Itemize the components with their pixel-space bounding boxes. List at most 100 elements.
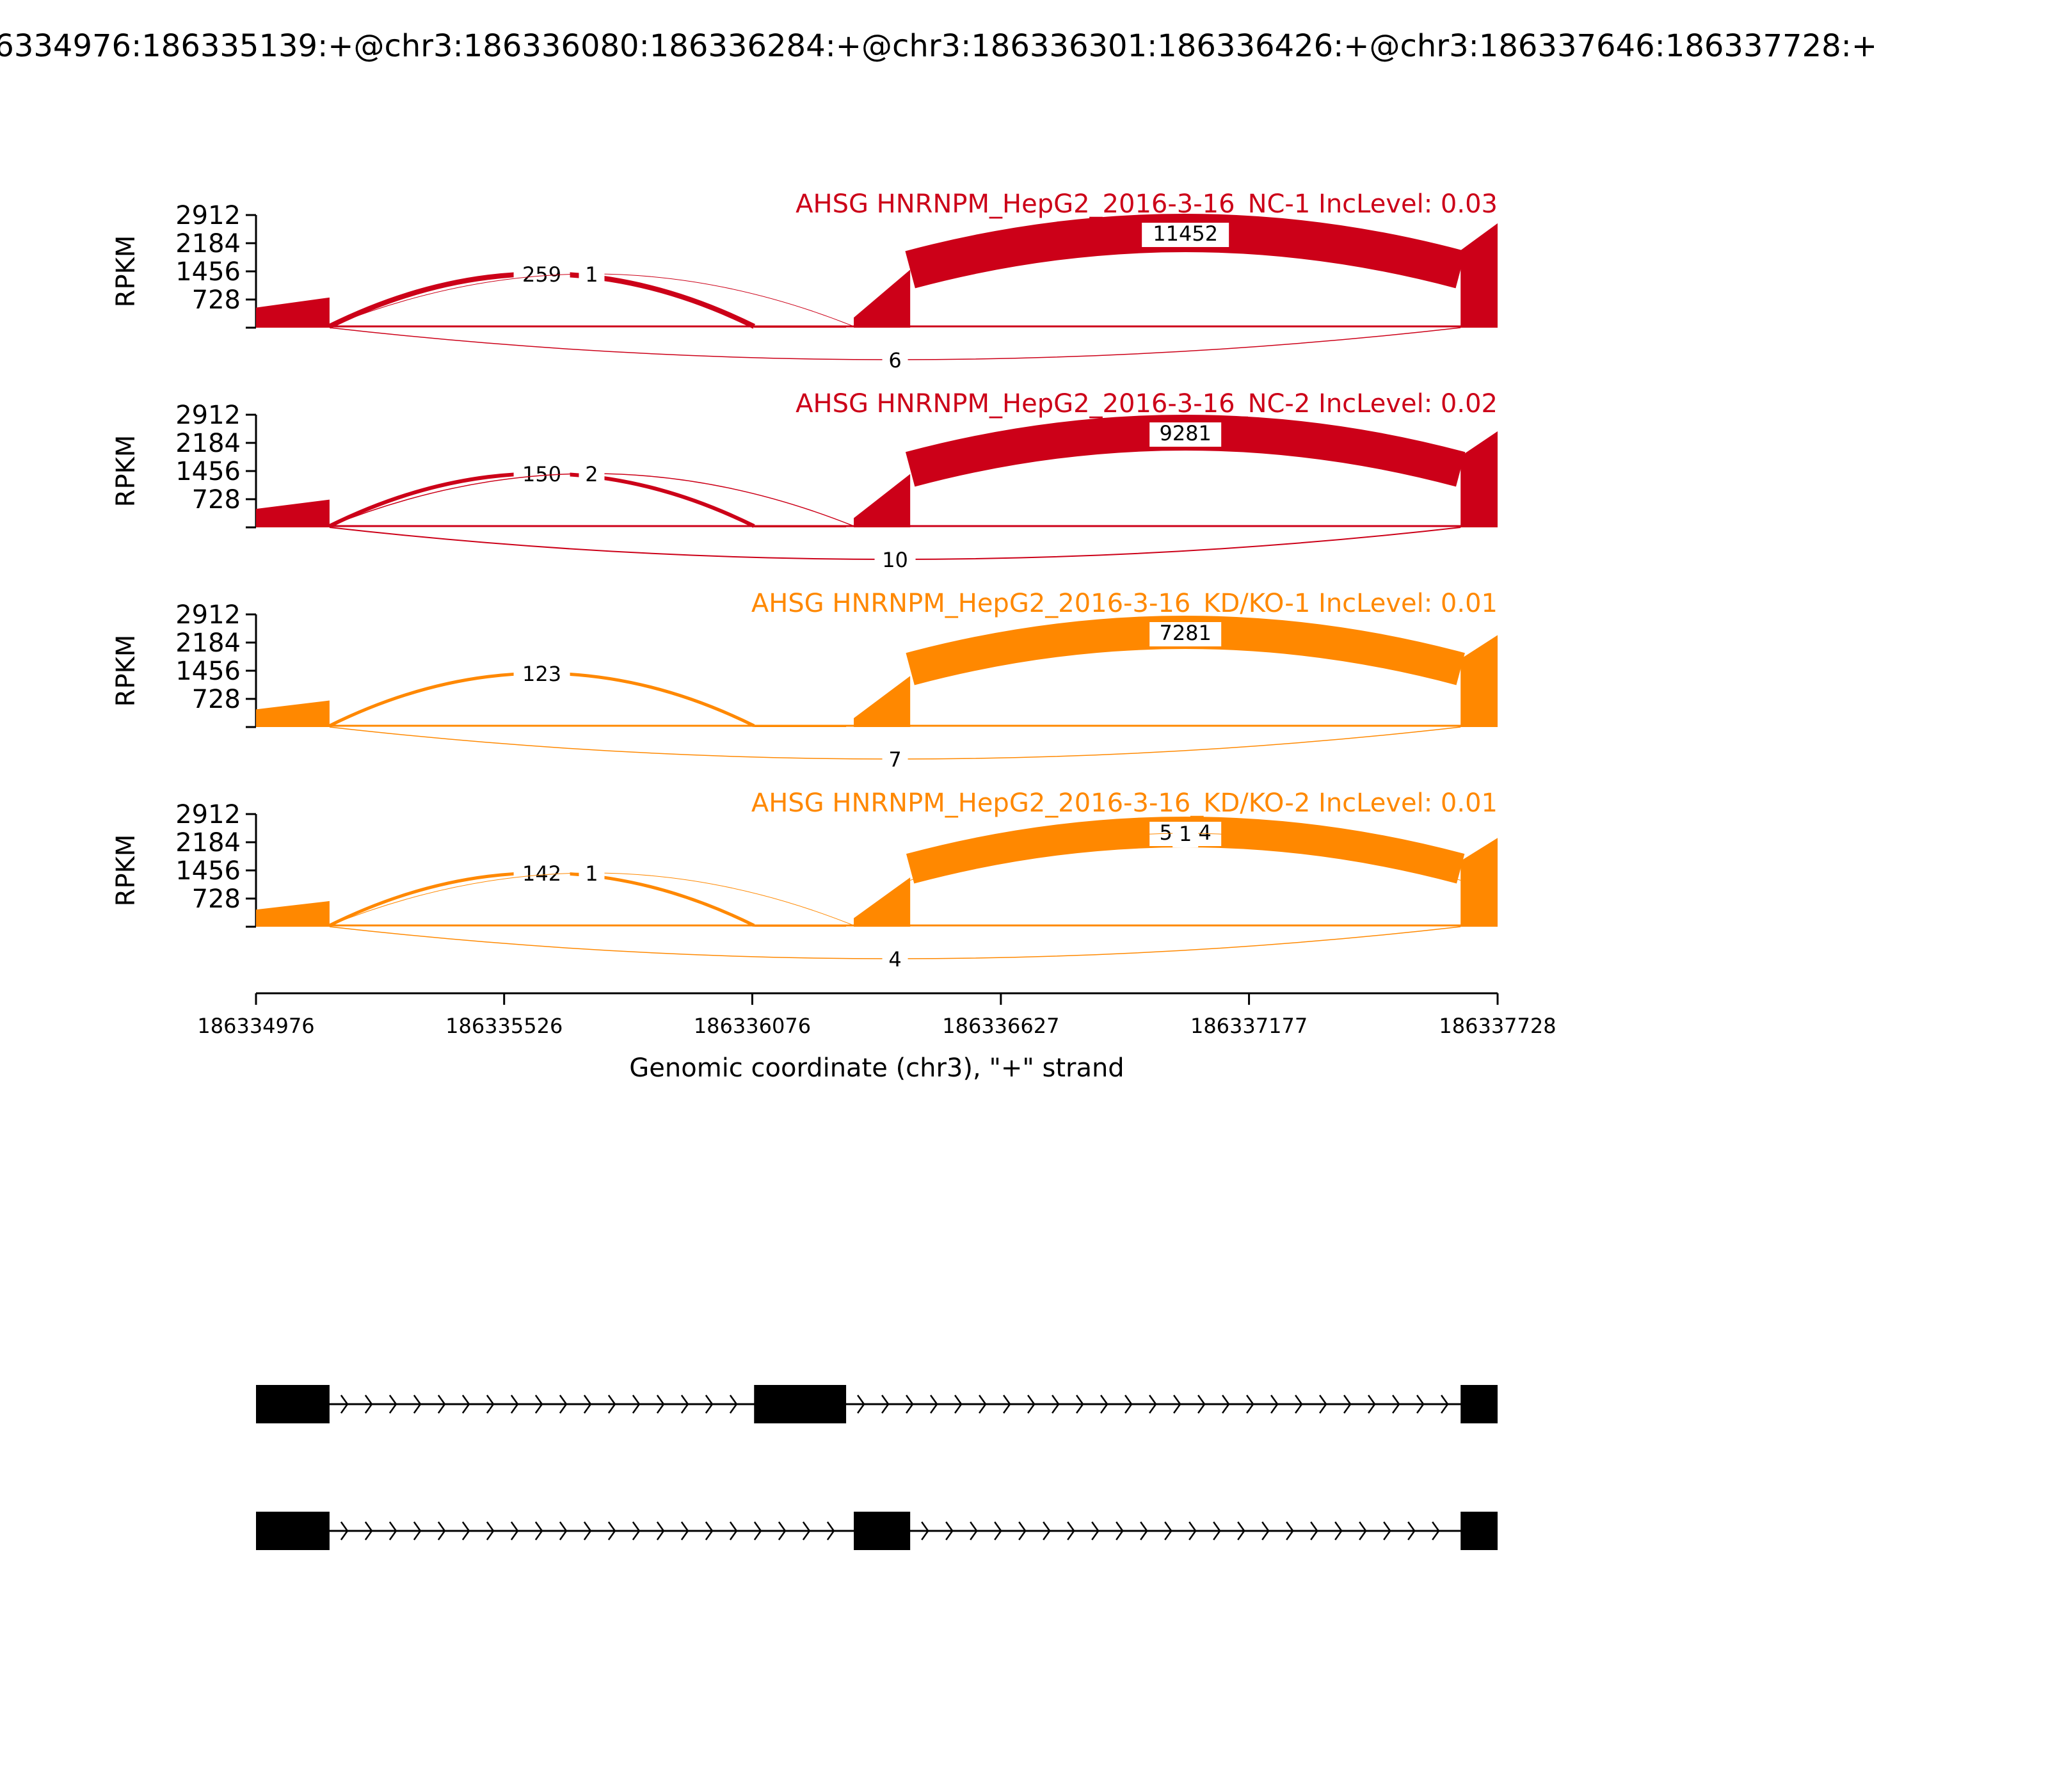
track-title: AHSG HNRNPM_HepG2_2016-3-16_KD/KO-1 IncL… (751, 589, 1498, 618)
junction-count-label: 123 (522, 662, 561, 686)
strand-arrow (857, 1395, 865, 1414)
strand-arrow (559, 1395, 568, 1414)
strand-arrow (979, 1395, 987, 1414)
strand-arrow (1213, 1521, 1221, 1540)
strand-arrow (930, 1395, 938, 1414)
strand-arrow (486, 1395, 495, 1414)
strand-arrow (534, 1395, 543, 1414)
strand-arrow (1197, 1395, 1206, 1414)
strand-arrow (1416, 1395, 1425, 1414)
strand-arrow (461, 1521, 470, 1540)
strand-arrow (1140, 1521, 1148, 1540)
strand-arrow (1407, 1521, 1416, 1540)
exon-block (754, 1385, 847, 1423)
strand-arrow (1441, 1395, 1449, 1414)
coverage-area (854, 676, 911, 727)
y-tick-label: 1456 (175, 257, 241, 287)
exon-block (256, 1512, 330, 1550)
coverage-area (256, 499, 330, 527)
strand-arrow (607, 1395, 616, 1414)
strand-arrow (921, 1521, 929, 1540)
x-tick-label: 186334976 (197, 1014, 314, 1038)
x-tick-label: 186336076 (694, 1014, 811, 1038)
junction-count-label: 7281 (1159, 621, 1211, 645)
strand-arrow (388, 1521, 397, 1540)
strand-arrow (970, 1521, 978, 1540)
y-tick-label: 2912 (175, 800, 241, 829)
junction-count-label: 1 (585, 262, 598, 287)
coverage-area (1460, 223, 1498, 328)
coverage-area (854, 877, 911, 927)
y-tick-label: 728 (192, 485, 241, 515)
strand-arrow (1173, 1395, 1181, 1414)
junction-label-box (1149, 422, 1222, 447)
y-tick-label: 1456 (175, 657, 241, 686)
junction-count-label: 142 (522, 861, 561, 886)
coverage-area (754, 725, 847, 727)
strand-arrow (510, 1395, 519, 1414)
x-tick-label: 186335526 (445, 1014, 563, 1038)
strand-arrow (437, 1395, 446, 1414)
strand-arrow (413, 1395, 422, 1414)
strand-arrow (364, 1395, 373, 1414)
strand-arrow (705, 1395, 714, 1414)
y-axis-label: RPKM (111, 835, 141, 907)
strand-arrow (680, 1521, 689, 1540)
strand-arrow (1310, 1521, 1318, 1540)
junction-label-box (1172, 823, 1199, 847)
coverage-area (1460, 635, 1498, 727)
coverage-area (754, 925, 847, 927)
y-tick-label: 2184 (175, 229, 241, 259)
strand-arrow (1067, 1521, 1075, 1540)
strand-arrow (729, 1521, 738, 1540)
exon-block (256, 1385, 330, 1423)
strand-arrow (994, 1521, 1002, 1540)
junction-count-label: 2 (585, 462, 598, 486)
junction-count-label: 9281 (1159, 421, 1211, 445)
y-tick-label: 2912 (175, 401, 241, 430)
junction-count-label: 259 (522, 262, 561, 287)
y-tick-label: 2184 (175, 828, 241, 858)
coverage-area (256, 297, 330, 328)
y-tick-label: 2184 (175, 429, 241, 458)
track-title: AHSG HNRNPM_HepG2_2016-3-16_KD/KO-2 IncL… (751, 788, 1498, 818)
y-tick-label: 728 (192, 285, 241, 315)
strand-arrow (1237, 1521, 1245, 1540)
junction-count-label: 4 (888, 947, 901, 972)
strand-arrow (753, 1521, 762, 1540)
strand-arrow (1116, 1521, 1124, 1540)
strand-arrow (632, 1395, 641, 1414)
strand-arrow (534, 1521, 543, 1540)
strand-arrow (1124, 1395, 1133, 1414)
chart-title: chr3:186334976:186335139:+@chr3:18633608… (0, 28, 1877, 64)
strand-arrow (881, 1395, 890, 1414)
strand-arrow (632, 1521, 641, 1540)
coverage-area (1460, 431, 1498, 527)
strand-arrow (340, 1521, 349, 1540)
strand-arrow (778, 1521, 787, 1540)
strand-arrow (1261, 1521, 1270, 1540)
strand-arrow (1052, 1395, 1060, 1414)
junction-count-label: 1 (1179, 822, 1192, 846)
strand-arrow (583, 1395, 592, 1414)
strand-arrow (826, 1521, 835, 1540)
coverage-area (754, 326, 847, 328)
coverage-area (854, 269, 911, 328)
strand-arrow (1392, 1395, 1400, 1414)
y-tick-label: 728 (192, 884, 241, 914)
strand-arrow (1222, 1395, 1230, 1414)
y-axis-label: RPKM (111, 435, 141, 508)
junction-count-label: 1 (585, 861, 598, 886)
y-tick-label: 2912 (175, 600, 241, 630)
x-axis-label: Genomic coordinate (chr3), "+" strand (629, 1053, 1124, 1083)
y-tick-label: 1456 (175, 457, 241, 486)
track-title: AHSG HNRNPM_HepG2_2016-3-16_NC-2 IncLeve… (796, 389, 1498, 419)
strand-arrow (510, 1521, 519, 1540)
strand-arrow (461, 1395, 470, 1414)
strand-arrow (1295, 1395, 1303, 1414)
junction-label-box (874, 549, 916, 573)
strand-arrow (906, 1395, 914, 1414)
